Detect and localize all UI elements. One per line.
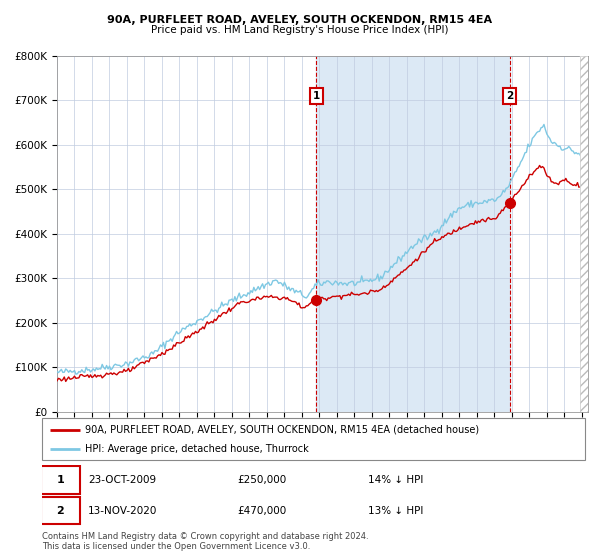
Text: Contains HM Land Registry data © Crown copyright and database right 2024.
This d: Contains HM Land Registry data © Crown c…: [42, 532, 368, 552]
Text: Price paid vs. HM Land Registry's House Price Index (HPI): Price paid vs. HM Land Registry's House …: [151, 25, 449, 35]
Text: 90A, PURFLEET ROAD, AVELEY, SOUTH OCKENDON, RM15 4EA (detached house): 90A, PURFLEET ROAD, AVELEY, SOUTH OCKEND…: [85, 424, 479, 435]
Text: 1: 1: [56, 475, 64, 485]
FancyBboxPatch shape: [42, 418, 585, 460]
Text: HPI: Average price, detached house, Thurrock: HPI: Average price, detached house, Thur…: [85, 444, 309, 454]
Text: 13-NOV-2020: 13-NOV-2020: [88, 506, 158, 516]
Bar: [580, 56, 588, 412]
Text: £470,000: £470,000: [238, 506, 287, 516]
Text: 14% ↓ HPI: 14% ↓ HPI: [368, 475, 423, 485]
Text: 2: 2: [506, 91, 513, 101]
Text: 2: 2: [56, 506, 64, 516]
Text: £250,000: £250,000: [238, 475, 287, 485]
Text: 13% ↓ HPI: 13% ↓ HPI: [368, 506, 423, 516]
Bar: [580, 56, 588, 412]
Text: 1: 1: [313, 91, 320, 101]
FancyBboxPatch shape: [41, 497, 80, 524]
Bar: [316, 56, 509, 412]
Text: 23-OCT-2009: 23-OCT-2009: [88, 475, 156, 485]
FancyBboxPatch shape: [41, 466, 80, 494]
Text: 90A, PURFLEET ROAD, AVELEY, SOUTH OCKENDON, RM15 4EA: 90A, PURFLEET ROAD, AVELEY, SOUTH OCKEND…: [107, 15, 493, 25]
